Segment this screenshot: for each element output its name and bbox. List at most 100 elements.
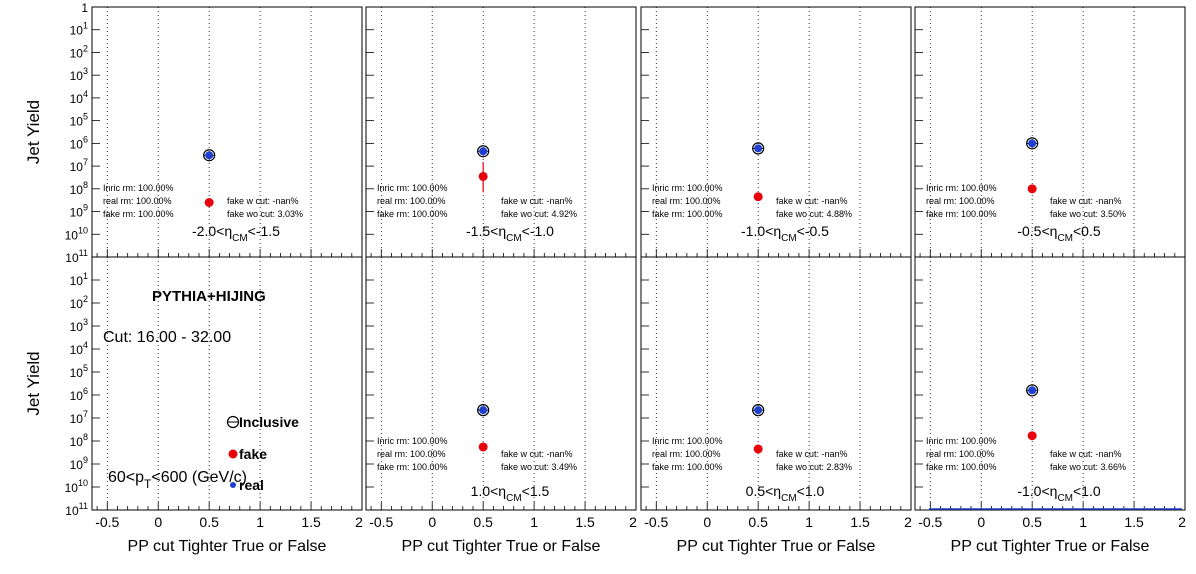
stats-left-line: real rm: 100.00% [652, 449, 721, 459]
y-tick-label: 105 [70, 112, 88, 129]
x-tick-label: 1.5 [575, 514, 595, 530]
legend-real-label: real [239, 477, 264, 493]
x-tick-label: 1 [805, 514, 813, 530]
panel-frame [91, 6, 363, 258]
x-tick-label: 2 [355, 514, 363, 530]
stats-left-line: fake rm: 100.00% [926, 462, 997, 472]
y-tick-label: 109 [70, 203, 88, 220]
fake-point [1027, 431, 1037, 441]
panel-frame [365, 6, 637, 258]
stats-left-line: fake rm: 100.00% [377, 462, 448, 472]
stats-left-line: fake rm: 100.00% [926, 209, 997, 219]
fake-point [204, 198, 214, 208]
real-point [754, 144, 763, 153]
stats-right-line: fake wo cut: 3.03% [227, 209, 303, 219]
y-tick-label: 104 [70, 340, 88, 357]
generator-label: PYTHIA+HIJING [152, 288, 266, 305]
legend-fake-label: fake [239, 446, 267, 462]
stats-left-line: Inric rm: 100.00% [926, 436, 997, 446]
stats-right-line: fake w cut: -nan% [1050, 196, 1122, 206]
cut-label: Cut: 16.00 - 32.00 [103, 329, 231, 346]
eta-range-label: 0.5<ηCM<1.0 [746, 483, 825, 504]
stats-left-line: Inric rm: 100.00% [377, 436, 448, 446]
x-tick-label: -0.5 [918, 514, 942, 530]
x-axis-label: PP cut Tighter True or False [677, 538, 876, 555]
stats-right-line: fake wo cut: 4.92% [501, 209, 577, 219]
y-tick-label: 101 [70, 21, 88, 38]
y-tick-label: 102 [70, 294, 88, 311]
x-tick-label: 0 [977, 514, 985, 530]
panel-frame [640, 256, 912, 511]
y-tick-label: 103 [70, 66, 88, 83]
chart-panel-1: 1 101 102 103 104 105 106 107 108 109 1010 1011 Jet … [24, 1, 363, 265]
y-axis-label: Jet Yield [24, 100, 43, 164]
stats-left-line: fake rm: 100.00% [103, 209, 174, 219]
stats-left-line: real rm: 100.00% [103, 196, 172, 206]
chart-panel-3: Inric rm: 100.00% real rm: 100.00% fake rm… [640, 6, 912, 258]
x-tick-label: 0 [154, 514, 162, 530]
x-tick-label: 2 [1178, 514, 1186, 530]
panel-frame [91, 256, 363, 511]
y-tick-label: 109 [70, 455, 88, 472]
y-tick-label: 101 [70, 271, 88, 288]
y-tick-label: 1011 [65, 248, 88, 265]
stats-left-line: real rm: 100.00% [652, 196, 721, 206]
x-tick-label: 1 [256, 514, 264, 530]
stats-left-line: Inric rm: 100.00% [377, 183, 448, 193]
stats-right-line: fake wo cut: 3.50% [1050, 209, 1126, 219]
x-tick-label: 0 [428, 514, 436, 530]
eta-range-label: -1.0<ηCM<1.0 [1017, 483, 1101, 504]
fake-point [1027, 184, 1037, 194]
y-tick-label: 105 [70, 363, 88, 380]
annotations: PYTHIA+HIJING Cut: 16.00 - 32.00 Inclusive… [103, 288, 299, 493]
stats-left-line: fake rm: 100.00% [377, 209, 448, 219]
legend-fake-marker [228, 449, 238, 459]
y-tick-label: 106 [70, 386, 88, 403]
x-tick-label: -0.5 [369, 514, 393, 530]
x-tick-label: 0.5 [473, 514, 493, 530]
x-tick-label: 2 [629, 514, 637, 530]
stats-left-line: Inric rm: 100.00% [926, 183, 997, 193]
stats-right-line: fake wo cut: 3.49% [501, 462, 577, 472]
x-tick-label: -0.5 [644, 514, 668, 530]
stats-left-line: Inric rm: 100.00% [652, 436, 723, 446]
stats-right-line: fake w cut: -nan% [776, 196, 848, 206]
x-tick-label: 1.5 [1124, 514, 1144, 530]
y-tick-label: 1 [81, 1, 88, 15]
real-point [1028, 386, 1037, 395]
chart-panel-6: -0.5 0 0.5 1 1.5 2 PP cut Tighter True or Fals… [365, 256, 637, 555]
eta-range-label: -1.5<ηCM<-1.0 [466, 223, 554, 244]
x-tick-label: 2 [904, 514, 912, 530]
eta-range-label: -0.5<ηCM<0.5 [1017, 223, 1101, 244]
chart-panel-4: Inric rm: 100.00% real rm: 100.00% fake rm… [914, 6, 1186, 258]
real-point [205, 151, 214, 160]
stats-left-line: real rm: 100.00% [377, 449, 446, 459]
y-tick-label: 108 [70, 180, 88, 197]
x-tick-label: 0 [703, 514, 711, 530]
fake-point [753, 192, 763, 202]
stats-left-line: real rm: 100.00% [926, 196, 995, 206]
stats-right-line: fake w cut: -nan% [501, 449, 573, 459]
stats-left-line: Inric rm: 100.00% [103, 183, 174, 193]
fake-point [478, 442, 488, 452]
panel-frame [914, 256, 1186, 511]
stats-left-line: fake rm: 100.00% [652, 209, 723, 219]
chart-panel-8: -0.5 0 0.5 1 1.5 2 PP cut Tighter True or Fals… [914, 256, 1186, 555]
panel-frame [640, 6, 912, 258]
x-tick-label: 0.5 [199, 514, 219, 530]
eta-range-label: 1.0<ηCM<1.5 [471, 483, 550, 504]
eta-range-label: -1.0<ηCM<-0.5 [741, 223, 829, 244]
stats-right-line: fake w cut: -nan% [1050, 449, 1122, 459]
y-tick-label: 103 [70, 317, 88, 334]
legend-real-marker [230, 482, 236, 488]
y-tick-label: 1010 [65, 225, 88, 242]
x-tick-label: 0.5 [748, 514, 768, 530]
panel-frame [914, 6, 1186, 258]
x-tick-label: 1 [1079, 514, 1087, 530]
real-point [479, 147, 488, 156]
x-tick-label: -0.5 [95, 514, 119, 530]
x-axis-label: PP cut Tighter True or False [128, 538, 327, 555]
stats-left-line: real rm: 100.00% [377, 196, 446, 206]
y-tick-label: 107 [70, 157, 88, 174]
